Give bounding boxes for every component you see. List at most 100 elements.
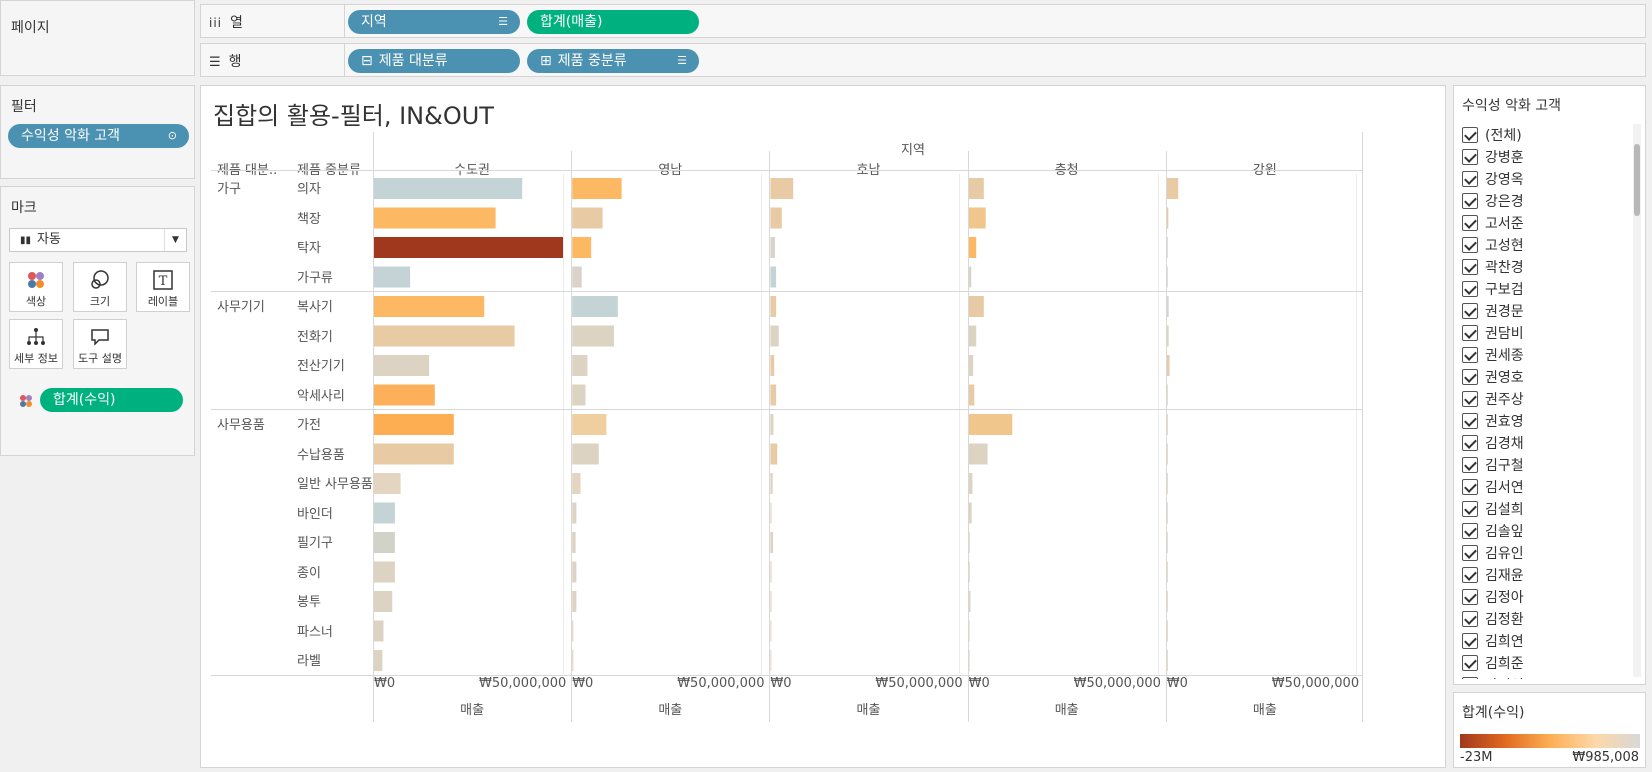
bar-파스너-강원[interactable] [1166,620,1168,642]
filters-shelf[interactable]: 필터 수익성 악화 고객 ⊙ [0,85,195,179]
color-pill-profit[interactable]: 합계(수익) [40,388,183,412]
bar-복사기-호남[interactable] [770,296,777,317]
checkbox[interactable] [1462,259,1478,275]
checkbox[interactable] [1462,281,1478,297]
checkbox[interactable] [1462,127,1478,143]
mark-type-select[interactable]: ▮▮ 자동 ▼ [9,228,187,252]
bar-봉투-호남[interactable] [770,591,772,612]
bar-복사기-충청[interactable] [968,296,984,317]
bar-봉투-강원[interactable] [1166,591,1168,612]
bar-의자-영남[interactable] [572,178,622,199]
bar-필기구-강원[interactable] [1166,532,1168,553]
bar-책장-영남[interactable] [572,207,603,229]
checkbox[interactable] [1462,501,1478,517]
checkbox[interactable] [1462,171,1478,187]
bar-봉투-수도권[interactable] [374,591,393,612]
filter-item[interactable]: 김유인 [1462,542,1524,564]
bar-파스너-호남[interactable] [770,620,772,642]
filter-item[interactable]: 구보검 [1462,278,1524,300]
pages-shelf[interactable]: 페이지 [0,0,195,76]
detail-button[interactable]: 세부 정보 [9,319,63,369]
bar-탁자-충청[interactable] [968,237,977,258]
filter-item[interactable]: 권주상 [1462,388,1524,410]
checkbox[interactable] [1462,567,1478,583]
filter-item[interactable]: 권효영 [1462,410,1524,432]
bar-의자-수도권[interactable] [374,178,523,199]
checkbox[interactable] [1462,325,1478,341]
scrollbar-thumb[interactable] [1634,144,1640,216]
bar-악세사리-강원[interactable] [1166,384,1168,406]
checkbox[interactable] [1462,215,1478,231]
bar-가구류-수도권[interactable] [374,266,411,288]
bar-책장-수도권[interactable] [374,207,496,229]
bar-필기구-충청[interactable] [968,532,970,553]
bar-종이-강원[interactable] [1166,561,1168,583]
bar-봉투-영남[interactable] [572,591,577,612]
checkbox[interactable] [1462,149,1478,165]
checkbox[interactable] [1462,479,1478,495]
filter-item[interactable]: 김서연 [1462,476,1524,498]
color-button[interactable]: 색상 [9,262,63,312]
bar-책장-충청[interactable] [968,207,986,229]
filter-item[interactable]: 고서준 [1462,212,1524,234]
bar-책장-호남[interactable] [770,207,782,229]
bar-라벨-수도권[interactable] [374,650,383,671]
checkbox[interactable] [1462,677,1478,679]
filter-item[interactable]: 강병훈 [1462,146,1524,168]
filter-item[interactable]: 곽찬경 [1462,256,1524,278]
bar-탁자-호남[interactable] [770,237,775,258]
label-button[interactable]: T 레이블 [136,262,190,312]
bar-라벨-영남[interactable] [572,650,574,671]
bar-가전-호남[interactable] [770,414,774,435]
filter-item[interactable]: 김구철 [1462,454,1524,476]
bar-전산기기-수도권[interactable] [374,355,430,376]
bar-라벨-충청[interactable] [968,650,970,671]
bar-수납용품-충청[interactable] [968,443,988,465]
checkbox[interactable] [1462,589,1478,605]
bar-의자-호남[interactable] [770,178,794,199]
bar-전화기-영남[interactable] [572,325,614,347]
bar-바인더-수도권[interactable] [374,502,395,524]
filter-item[interactable]: 권경문 [1462,300,1524,322]
expand-icon[interactable]: ⊞ [540,53,552,69]
bar-종이-수도권[interactable] [374,561,395,583]
bar-복사기-강원[interactable] [1166,296,1169,317]
checkbox[interactable] [1462,611,1478,627]
filter-item[interactable]: 김재윤 [1462,564,1524,586]
bar-필기구-호남[interactable] [770,532,774,553]
bar-가구류-충청[interactable] [968,266,972,288]
bar-일반 사무용품-강원[interactable] [1166,473,1168,494]
bar-탁자-영남[interactable] [572,237,592,258]
bar-가전-강원[interactable] [1166,414,1168,435]
bar-가전-수도권[interactable] [374,414,454,435]
bar-바인더-강원[interactable] [1166,502,1168,524]
checkbox[interactable] [1462,633,1478,649]
bar-라벨-호남[interactable] [770,650,772,671]
bar-악세사리-호남[interactable] [770,384,777,406]
bar-일반 사무용품-수도권[interactable] [374,473,401,494]
bar-악세사리-충청[interactable] [968,384,975,406]
bar-책장-강원[interactable] [1166,207,1169,229]
bar-라벨-강원[interactable] [1166,650,1168,671]
bar-가구류-강원[interactable] [1166,266,1168,288]
checkbox[interactable] [1462,457,1478,473]
bar-봉투-충청[interactable] [968,591,971,612]
filter-item[interactable]: 김정아 [1462,586,1524,608]
bar-파스너-수도권[interactable] [374,620,384,642]
filter-item[interactable]: 권세종 [1462,344,1524,366]
checkbox[interactable] [1462,413,1478,429]
bar-종이-호남[interactable] [770,561,772,583]
filter-pill-unprofitable-customers[interactable]: 수익성 악화 고객 ⊙ [8,124,189,148]
filter-item[interactable]: 김정환 [1462,608,1524,630]
columns-pill-sales[interactable]: 합계(매출) [527,10,699,34]
bar-일반 사무용품-호남[interactable] [770,473,773,494]
bar-전화기-강원[interactable] [1166,325,1169,347]
bar-전화기-수도권[interactable] [374,325,515,347]
bar-악세사리-수도권[interactable] [374,384,435,406]
bar-가구류-영남[interactable] [572,266,582,288]
bar-바인더-영남[interactable] [572,502,577,524]
bar-수납용품-영남[interactable] [572,443,599,465]
bar-전화기-충청[interactable] [968,325,977,347]
bar-가전-영남[interactable] [572,414,607,435]
bar-전산기기-충청[interactable] [968,355,974,376]
